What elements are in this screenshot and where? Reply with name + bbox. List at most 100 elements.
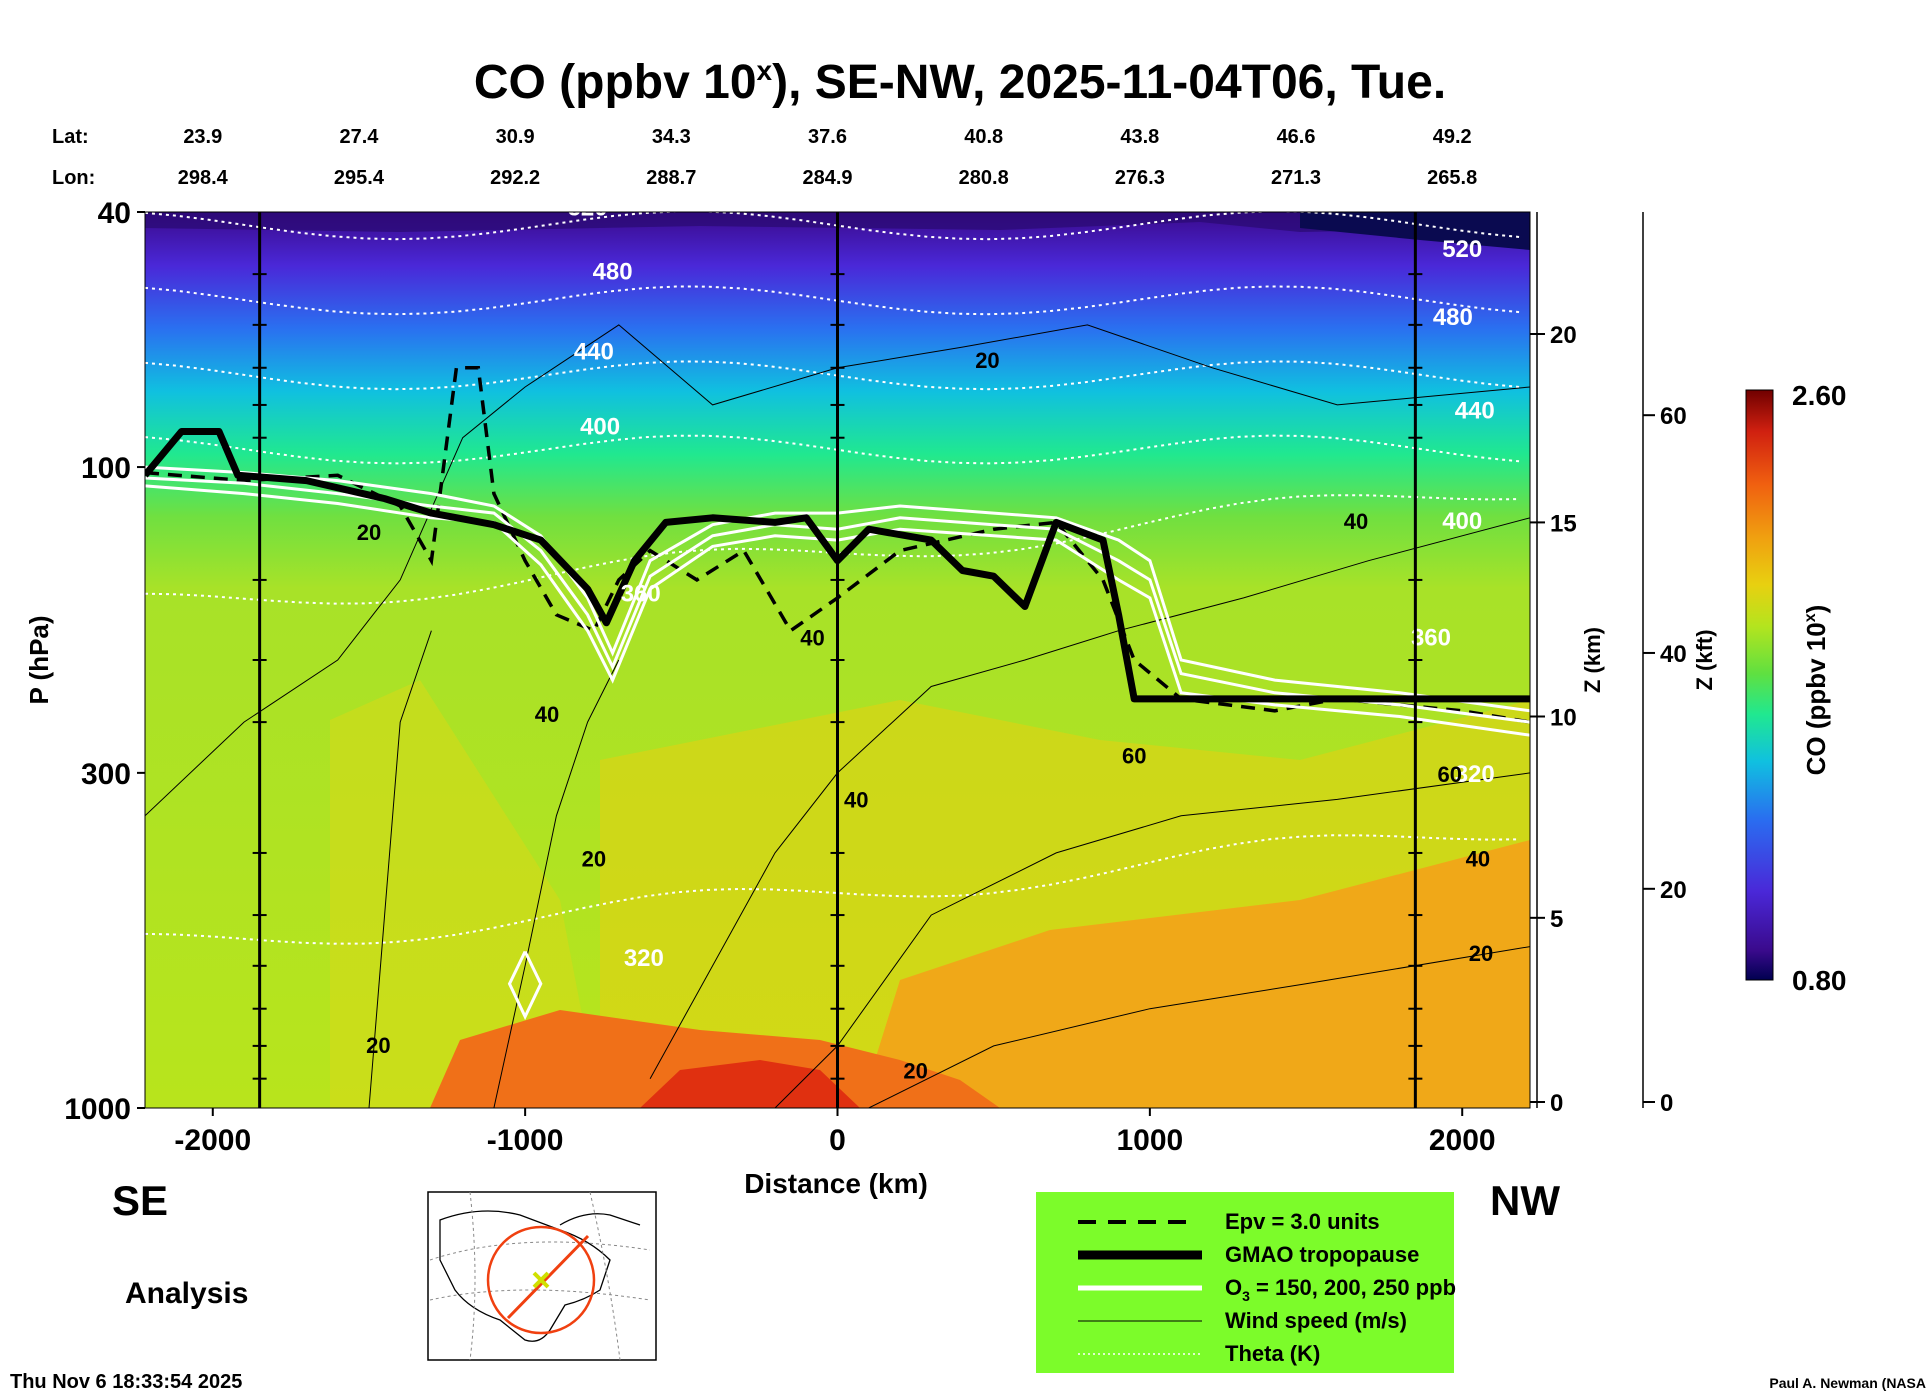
wind-speed-label: 20 xyxy=(903,1059,927,1084)
epv-line xyxy=(145,366,1530,724)
timestamp: Thu Nov 6 18:33:54 2025 xyxy=(10,1371,242,1393)
lat-value: 46.6 xyxy=(1277,126,1316,148)
map-center-marker-icon xyxy=(532,1271,550,1289)
wind-speed-contour xyxy=(868,946,1530,1108)
z-km-tick-label: 15 xyxy=(1550,510,1577,537)
x-axis-label: Distance (km) xyxy=(744,1168,928,1199)
theta-label: 520 xyxy=(568,194,608,221)
theta-label: 400 xyxy=(1442,508,1482,535)
y-tick-label: 40 xyxy=(98,197,131,230)
legend: Epv = 3.0 units GMAO tropopause O3 = 150… xyxy=(1036,1192,1456,1373)
lon-label: Lon: xyxy=(52,167,95,189)
theta-label: 440 xyxy=(574,339,614,366)
wind-speed-label: 20 xyxy=(1469,941,1493,966)
lat-value: 34.3 xyxy=(652,126,691,148)
z-km-tick-label: 20 xyxy=(1550,322,1577,349)
z-kft-axis-label: Z (kft) xyxy=(1692,629,1717,690)
tropopause-line xyxy=(145,428,1530,703)
colorbar-label: CO (ppbv 10x) xyxy=(1801,605,1831,776)
theta-label: 360 xyxy=(621,580,661,607)
x-tick-label: 2000 xyxy=(1429,1124,1496,1157)
x-tick-label: -1000 xyxy=(487,1124,564,1157)
co-field-orange-red-region xyxy=(430,1010,1000,1108)
theta-label: 480 xyxy=(593,259,633,286)
lat-value: 40.8 xyxy=(964,126,1003,148)
nw-direction-label: NW xyxy=(1490,1177,1560,1224)
analysis-label: Analysis xyxy=(125,1277,248,1310)
o3-contour xyxy=(507,950,543,1021)
colorbar-max-label: 2.60 xyxy=(1792,380,1847,411)
credit: Paul A. Newman (NASA xyxy=(1769,1375,1926,1391)
wind-speed-label: 20 xyxy=(975,348,999,373)
x-tick-label: 1000 xyxy=(1116,1124,1183,1157)
lon-value: 280.8 xyxy=(959,167,1009,189)
z-kft-tick-label: 20 xyxy=(1660,877,1687,904)
lat-value: 23.9 xyxy=(183,126,222,148)
lon-value: 292.2 xyxy=(490,167,540,189)
x-tick-label: 0 xyxy=(829,1124,846,1157)
lat-value: 27.4 xyxy=(339,126,379,148)
lon-value: 298.4 xyxy=(178,167,229,189)
legend-epv-label: Epv = 3.0 units xyxy=(1225,1209,1380,1234)
z-kft-tick-label: 60 xyxy=(1660,403,1687,430)
z-kft-tick-label: 40 xyxy=(1660,641,1687,668)
z-km-tick-label: 0 xyxy=(1550,1090,1563,1117)
se-direction-label: SE xyxy=(112,1177,168,1224)
theta-label: 520 xyxy=(1442,236,1482,263)
lat-value: 37.6 xyxy=(808,126,847,148)
wind-speed-label: 60 xyxy=(1437,762,1461,787)
z-km-tick-label: 10 xyxy=(1550,704,1577,731)
colorbar xyxy=(1745,389,1774,981)
legend-theta-label: Theta (K) xyxy=(1225,1341,1320,1366)
z-km-axis-label: Z (km) xyxy=(1580,627,1605,693)
chart-title: CO (ppbv 10x), SE-NW, 2025-11-04T06, Tue… xyxy=(474,55,1446,109)
legend-tropopause-label: GMAO tropopause xyxy=(1225,1242,1419,1267)
map-transect-line xyxy=(506,1234,590,1320)
y-tick-label: 300 xyxy=(81,758,131,791)
theta-label: 400 xyxy=(580,414,620,441)
lat-value: 43.8 xyxy=(1120,126,1159,148)
co-field-red-region xyxy=(640,1060,860,1108)
theta-label: 440 xyxy=(1455,398,1495,425)
wind-speed-label: 40 xyxy=(1466,847,1490,872)
wind-speed-label: 40 xyxy=(800,626,824,651)
wind-speed-label: 20 xyxy=(582,847,606,872)
lat-value: 30.9 xyxy=(496,126,535,148)
wind-speed-label: 40 xyxy=(844,788,868,813)
lon-value: 276.3 xyxy=(1115,167,1165,189)
theta-contour xyxy=(145,834,1520,945)
theta-label: 320 xyxy=(1455,761,1495,788)
legend-wind-label: Wind speed (m/s) xyxy=(1225,1308,1407,1333)
wind-speed-contour xyxy=(649,517,1530,1079)
y-tick-label: 100 xyxy=(81,452,131,485)
theta-contour xyxy=(145,494,1520,605)
lon-value: 265.8 xyxy=(1427,167,1477,189)
y-axis-label: P (hPa) xyxy=(24,615,54,704)
y-tick-label: 1000 xyxy=(64,1093,131,1126)
o3-contour xyxy=(145,465,1530,713)
wind-speed-contour xyxy=(145,324,1530,817)
z-km-tick-label: 5 xyxy=(1550,906,1563,933)
x-tick-label: -2000 xyxy=(174,1124,251,1157)
theta-label: 360 xyxy=(1411,625,1451,652)
lat-label: Lat: xyxy=(52,126,89,148)
lon-value: 288.7 xyxy=(646,167,696,189)
wind-speed-label: 20 xyxy=(357,520,381,545)
lon-value: 284.9 xyxy=(802,167,852,189)
lon-value: 271.3 xyxy=(1271,167,1321,189)
lat-value: 49.2 xyxy=(1433,126,1472,148)
theta-label: 320 xyxy=(624,945,664,972)
z-kft-tick-label: 0 xyxy=(1660,1090,1673,1117)
lon-value: 295.4 xyxy=(334,167,385,189)
colorbar-min-label: 0.80 xyxy=(1792,965,1847,996)
wind-speed-contour xyxy=(493,659,620,1108)
wind-speed-contour xyxy=(368,630,432,1108)
location-map-inset xyxy=(427,1191,657,1361)
wind-speed-label: 20 xyxy=(366,1033,390,1058)
wind-speed-label: 40 xyxy=(1344,509,1368,534)
legend-o3-label: O3 = 150, 200, 250 ppb xyxy=(1225,1275,1456,1304)
theta-label: 480 xyxy=(1433,304,1473,331)
wind-speed-label: 40 xyxy=(535,702,559,727)
wind-speed-label: 60 xyxy=(1122,743,1146,768)
